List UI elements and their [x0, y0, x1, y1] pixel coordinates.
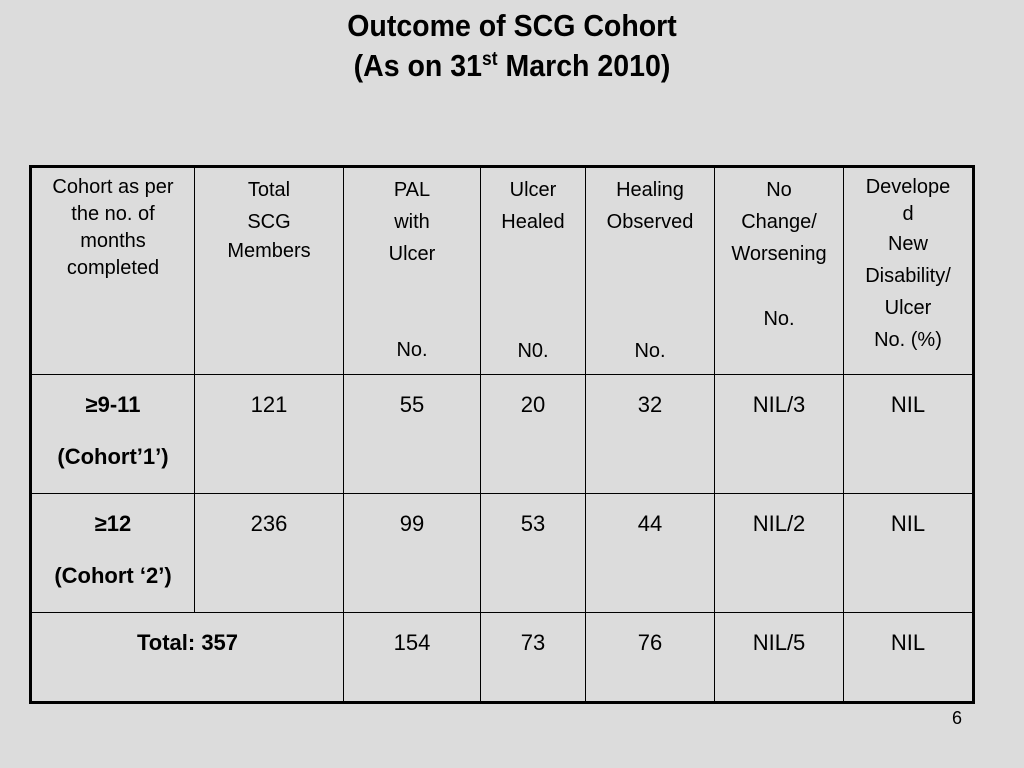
header-ulcer-healed: Ulcer Healed N0.: [480, 166, 586, 375]
header-text: SCG: [247, 211, 291, 233]
total-label: Total: 357: [30, 612, 344, 703]
header-text: completed: [66, 257, 160, 279]
header-text: Members: [227, 240, 311, 262]
header-text: Disability/: [865, 265, 951, 287]
row-label-cohort-1: ≥9-11 (Cohort’1’): [30, 374, 195, 494]
spacer: [586, 238, 714, 302]
cell-no-change: NIL/3: [714, 374, 844, 494]
header-text: Total: [247, 179, 291, 201]
header-text: with: [394, 211, 430, 233]
spacer: [344, 270, 480, 334]
cohort-range: ≥9-11: [85, 392, 141, 417]
cell-healed: 73: [480, 612, 586, 703]
header-text: No.: [396, 339, 428, 361]
header-pal-with-ulcer: PAL with Ulcer No.: [343, 166, 481, 375]
header-total-members: Total SCG Members: [194, 166, 344, 375]
header-text: No.: [763, 308, 795, 330]
header-text: No.: [634, 340, 666, 362]
title-line-1: Outcome of SCG Cohort: [347, 8, 677, 43]
cell-total: 121: [194, 374, 344, 494]
header-text: Cohort as per: [52, 176, 174, 198]
cell-healed: 20: [480, 374, 586, 494]
row-label-cohort-2: ≥12 (Cohort ‘2’): [30, 493, 195, 613]
cell-healing: 76: [585, 612, 715, 703]
cohort-range: ≥12: [94, 511, 132, 536]
header-text: Healing: [616, 179, 684, 201]
header-text: PAL: [393, 179, 431, 201]
header-text: Observed: [606, 211, 694, 233]
header-text: Change/: [741, 211, 817, 233]
header-text: Ulcer: [509, 179, 557, 201]
header-text: Develope: [865, 176, 951, 198]
header-text: Ulcer: [884, 297, 932, 319]
cell-pal: 55: [343, 374, 481, 494]
table-row: ≥9-11 (Cohort’1’) 121 55 20 32 NIL/3 NIL: [30, 374, 974, 494]
header-text: the no. of: [71, 203, 155, 225]
header-text: Ulcer: [388, 243, 436, 265]
title-superscript: st: [481, 49, 498, 70]
header-text: No: [766, 179, 792, 201]
cell-pal: 154: [343, 612, 481, 703]
cell-developed: NIL: [843, 612, 974, 703]
cell-healed: 53: [480, 493, 586, 613]
header-cohort: Cohort as per the no. of months complete…: [30, 166, 195, 375]
table-row: ≥12 (Cohort ‘2’) 236 99 53 44 NIL/2 NIL: [30, 493, 974, 613]
header-text: months: [80, 230, 146, 252]
cell-no-change: NIL/5: [714, 612, 844, 703]
header-developed-new-disability: Develope d New Disability/ Ulcer No. (%): [843, 166, 974, 375]
cohort-name: (Cohort ‘2’): [54, 563, 172, 588]
cell-total: 236: [194, 493, 344, 613]
header-text: Worsening: [731, 243, 827, 265]
table-header-row: Cohort as per the no. of months complete…: [30, 166, 974, 375]
cell-healing: 32: [585, 374, 715, 494]
cell-developed: NIL: [843, 374, 974, 494]
spacer: [481, 238, 585, 302]
spacer: [586, 302, 714, 335]
header-text: N0.: [517, 340, 549, 362]
title-line-2-pre: (As on 31: [353, 48, 482, 83]
table-total-row: Total: 357 154 73 76 NIL/5 NIL: [30, 612, 974, 703]
page-number: 6: [951, 708, 962, 728]
cell-pal: 99: [343, 493, 481, 613]
cell-developed: NIL: [843, 493, 974, 613]
slide-title: Outcome of SCG Cohort (As on 31st March …: [41, 6, 983, 86]
cohort-name: (Cohort’1’): [57, 444, 169, 469]
spacer: [481, 302, 585, 335]
header-text: New: [887, 233, 928, 255]
header-text: d: [902, 203, 914, 225]
header-text: No. (%): [874, 329, 942, 351]
title-line-2: (As on 31st March 2010): [41, 46, 983, 86]
cohort-outcome-table: Cohort as per the no. of months complete…: [29, 165, 975, 704]
title-line-2-post: March 2010): [497, 48, 671, 83]
header-text: Healed: [501, 211, 565, 233]
spacer: [715, 270, 843, 303]
cell-no-change: NIL/2: [714, 493, 844, 613]
cell-healing: 44: [585, 493, 715, 613]
header-no-change-worsening: No Change/ Worsening No.: [714, 166, 844, 375]
header-healing-observed: Healing Observed No.: [585, 166, 715, 375]
